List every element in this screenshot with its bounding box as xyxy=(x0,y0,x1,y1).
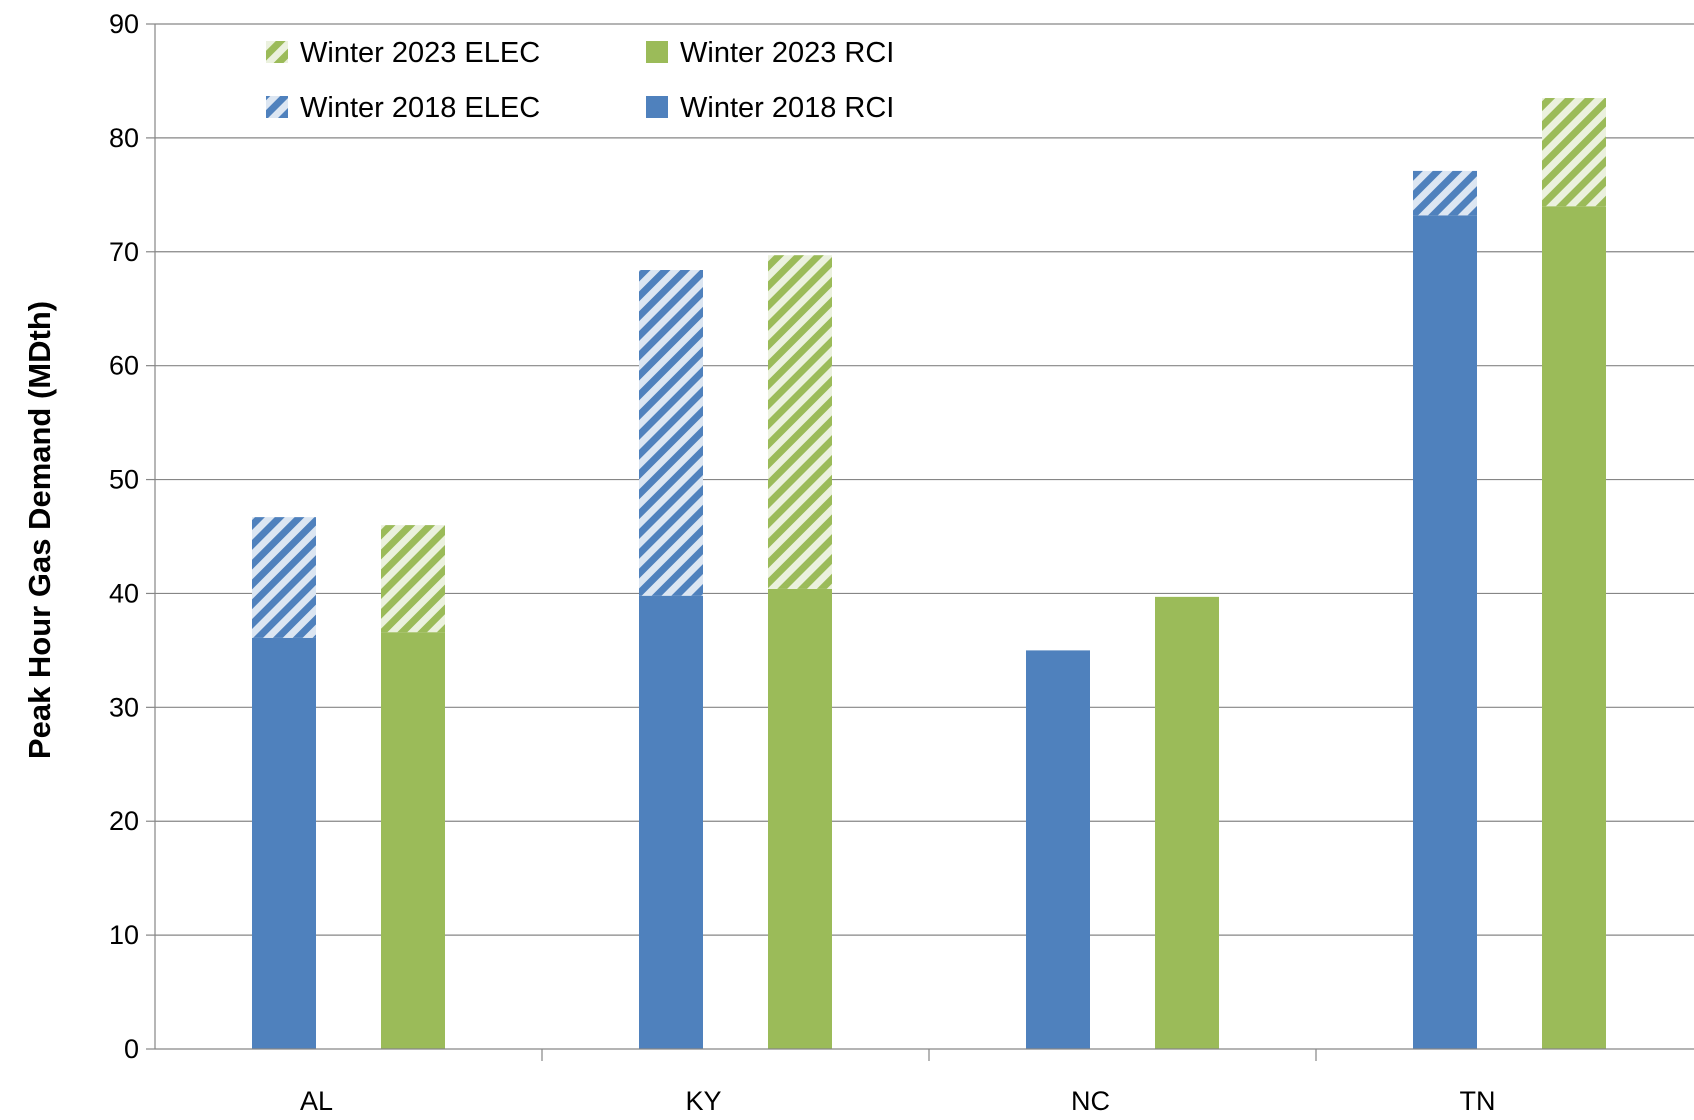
x-tick-label: AL xyxy=(300,1086,333,1116)
x-tick-label: KY xyxy=(685,1086,721,1116)
bar-winter-2018-rci-al xyxy=(252,637,316,1049)
bar-winter-2023-elec-ky xyxy=(768,255,832,589)
y-axis-title: Peak Hour Gas Demand (MDth) xyxy=(22,301,57,759)
y-tick-label: 80 xyxy=(109,123,139,153)
y-tick-label: 90 xyxy=(109,9,139,39)
y-tick-label: 20 xyxy=(109,806,139,836)
bar-winter-2018-rci-nc xyxy=(1026,650,1090,1049)
y-tick-label: 60 xyxy=(109,351,139,381)
legend-swatch xyxy=(266,41,288,63)
bars xyxy=(252,98,1606,1050)
y-tick-label: 40 xyxy=(109,578,139,608)
y-tick-label: 30 xyxy=(109,692,139,722)
legend-label: Winter 2023 ELEC xyxy=(300,37,540,69)
bar-winter-2018-rci-ky xyxy=(639,595,703,1049)
y-tick-label: 0 xyxy=(124,1034,139,1064)
bar-winter-2023-elec-tn xyxy=(1542,98,1606,207)
x-tick-label: TN xyxy=(1460,1086,1496,1116)
bar-winter-2023-rci-ky xyxy=(768,588,832,1049)
legend-swatch xyxy=(646,96,668,118)
bar-winter-2018-elec-tn xyxy=(1413,170,1477,216)
bar-winter-2023-rci-al xyxy=(381,632,445,1049)
legend-swatch xyxy=(646,41,668,63)
bar-winter-2018-rci-tn xyxy=(1413,215,1477,1050)
bar-winter-2023-rci-tn xyxy=(1542,206,1606,1049)
legend-label: Winter 2023 RCI xyxy=(680,37,894,69)
legend-label: Winter 2018 RCI xyxy=(680,92,894,124)
legend-label: Winter 2018 ELEC xyxy=(300,92,540,124)
y-tick-label: 50 xyxy=(109,465,139,495)
bar-winter-2018-elec-al xyxy=(252,517,316,638)
bar-winter-2023-rci-nc xyxy=(1155,596,1219,1049)
bar-winter-2018-elec-ky xyxy=(639,270,703,596)
legend: Winter 2023 ELEC Winter 2023 RCI Winter 20… xyxy=(266,37,894,124)
y-tick-label: 10 xyxy=(109,920,139,950)
legend-swatch xyxy=(266,96,288,118)
bar-winter-2023-elec-al xyxy=(381,525,445,633)
y-tick-label: 70 xyxy=(109,237,139,267)
axes: 0 10 20 30 40 50 60 70 80 90 AL KY NC TN xyxy=(109,9,1694,1116)
x-tick-label: NC xyxy=(1071,1086,1110,1116)
